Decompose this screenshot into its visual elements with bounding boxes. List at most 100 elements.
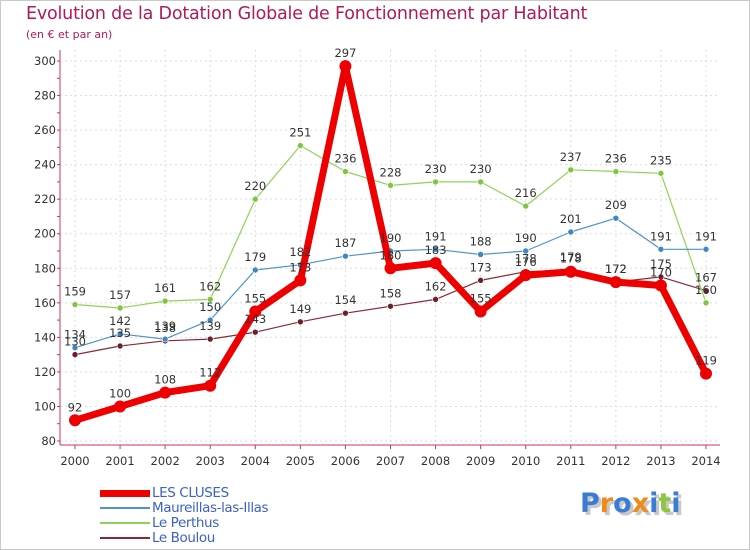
data-label-le-boulou: 135 — [109, 326, 131, 340]
data-label-maureillas-las-illas: 179 — [244, 250, 266, 264]
data-point-maureillas-las-illas — [206, 316, 214, 324]
x-tick-label: 2005 — [286, 454, 315, 468]
data-label-maureillas-las-illas: 190 — [380, 231, 402, 245]
data-point-les-cluses — [114, 400, 127, 413]
series-lines — [69, 60, 712, 427]
chart-subtitle: (en € et par an) — [26, 28, 113, 41]
data-point-le-perthus — [161, 297, 169, 305]
data-label-le-boulou: 162 — [425, 279, 447, 293]
data-label-le-perthus: 216 — [515, 186, 537, 200]
data-point-maureillas-las-illas — [161, 335, 169, 343]
data-label-le-perthus: 236 — [605, 152, 627, 166]
data-label-le-boulou: 173 — [470, 260, 492, 274]
legend-label: Le Boulou — [152, 530, 215, 546]
data-label-les-cluses: 112 — [199, 366, 221, 380]
data-point-le-boulou — [702, 287, 710, 295]
chart-title: Evolution de la Dotation Globale de Fonc… — [26, 4, 588, 24]
x-tick-label: 2004 — [241, 454, 270, 468]
y-tick-label: 160 — [34, 296, 56, 310]
data-label-maureillas-las-illas: 201 — [560, 212, 582, 226]
data-point-maureillas-las-illas — [251, 266, 259, 274]
logo-letter: i — [649, 488, 659, 519]
data-point-maureillas-las-illas — [657, 245, 665, 253]
data-label-le-boulou: 154 — [334, 293, 356, 307]
data-point-les-cluses — [294, 274, 307, 287]
data-label-le-perthus: 162 — [199, 279, 221, 293]
data-point-les-cluses — [700, 367, 712, 380]
legend-swatch — [100, 507, 150, 509]
data-point-les-cluses — [519, 269, 532, 282]
legend-swatch — [100, 522, 150, 524]
data-point-le-boulou — [116, 342, 124, 350]
data-label-maureillas-las-illas: 182 — [289, 245, 311, 259]
data-label-maureillas-las-illas: 134 — [64, 328, 86, 342]
y-tick-label: 120 — [34, 365, 56, 379]
data-label-le-boulou: 175 — [650, 257, 672, 271]
data-label-le-perthus: 228 — [380, 165, 402, 179]
data-point-le-perthus — [342, 168, 349, 175]
data-point-le-perthus — [251, 195, 259, 203]
data-point-le-boulou — [432, 296, 439, 303]
data-label-maureillas-las-illas: 209 — [605, 198, 627, 212]
data-label-les-cluses: 108 — [154, 373, 176, 387]
legend-label: Le Perthus — [152, 515, 219, 531]
data-point-les-cluses — [609, 276, 622, 289]
line-chart: 80 100 120 140 160 180 200 220 240 260 280 300 2000 2… — [34, 46, 721, 468]
logo-shadow: Proxiti — [583, 491, 684, 522]
data-label-maureillas-las-illas: 191 — [695, 229, 717, 243]
x-tick-label: 2006 — [331, 454, 360, 468]
data-label-le-boulou: 139 — [199, 319, 221, 333]
legend-swatch — [100, 537, 150, 539]
data-label-les-cluses: 183 — [425, 243, 447, 257]
logo-letter: r — [599, 488, 614, 519]
x-tick-label: 2000 — [60, 454, 89, 468]
data-label-le-boulou: 130 — [64, 335, 86, 349]
data-point-les-cluses — [249, 305, 262, 318]
x-tick-label: 2003 — [196, 454, 225, 468]
data-point-les-cluses — [339, 60, 352, 73]
data-point-les-cluses — [204, 379, 217, 392]
data-point-le-boulou — [71, 351, 79, 358]
legend-label: Maureillas-las-Illas — [152, 500, 269, 516]
data-label-le-perthus: 161 — [154, 281, 176, 295]
data-point-le-boulou — [387, 302, 394, 310]
data-label-maureillas-las-illas: 142 — [109, 314, 131, 328]
data-label-les-cluses: 173 — [289, 260, 311, 274]
data-point-les-cluses — [384, 262, 397, 275]
data-label-les-cluses: 155 — [470, 291, 492, 305]
data-point-le-perthus — [477, 178, 484, 186]
data-point-les-cluses — [474, 305, 487, 318]
data-label-le-boulou: 138 — [154, 321, 176, 335]
axes: 80 100 120 140 160 180 200 220 240 260 280 300 2000 2… — [34, 50, 721, 468]
data-label-le-perthus: 230 — [470, 162, 492, 176]
data-label-maureillas-las-illas: 191 — [425, 229, 447, 243]
data-point-le-perthus — [297, 142, 304, 149]
data-point-le-perthus — [432, 178, 439, 186]
data-label-maureillas-las-illas: 191 — [650, 229, 672, 243]
data-label-maureillas-las-illas: 190 — [515, 231, 537, 245]
x-tick-label: 2001 — [105, 454, 134, 468]
data-point-maureillas-las-illas — [116, 330, 124, 338]
data-point-le-perthus — [567, 166, 575, 174]
data-point-maureillas-las-illas — [342, 252, 349, 260]
data-point-maureillas-las-illas — [71, 344, 79, 352]
data-label-les-cluses: 297 — [334, 46, 356, 60]
data-label-le-perthus: 236 — [334, 152, 356, 166]
data-label-le-perthus: 237 — [560, 150, 582, 164]
data-label-le-boulou: 167 — [695, 271, 717, 285]
data-label-le-perthus: 157 — [109, 288, 131, 302]
x-tick-label: 2014 — [691, 454, 720, 468]
y-tick-label: 240 — [34, 158, 56, 172]
data-point-le-boulou — [251, 328, 259, 336]
data-point-les-cluses — [654, 279, 667, 292]
data-label-maureillas-las-illas: 150 — [199, 300, 221, 314]
data-point-les-cluses — [564, 265, 577, 278]
data-label-le-perthus: 159 — [64, 285, 86, 299]
data-point-le-perthus — [702, 299, 710, 307]
data-point-les-cluses — [429, 257, 442, 270]
data-label-les-cluses: 100 — [109, 386, 131, 400]
data-label-le-perthus: 235 — [650, 153, 672, 167]
data-point-le-perthus — [522, 202, 530, 210]
data-label-le-boulou: 158 — [380, 286, 402, 300]
data-point-le-boulou — [206, 335, 214, 343]
